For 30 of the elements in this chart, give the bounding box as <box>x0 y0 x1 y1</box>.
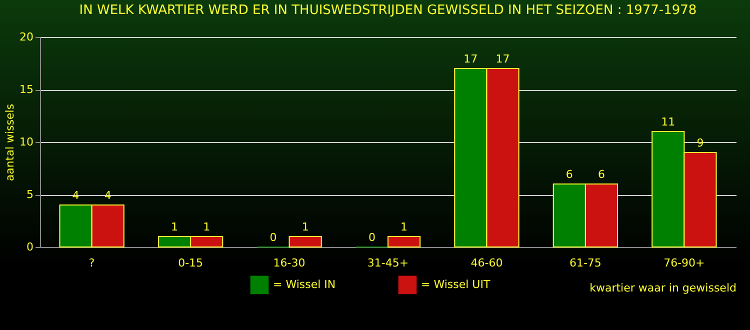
bar <box>388 236 421 248</box>
data-label: 6 <box>598 168 605 181</box>
y-tick-label: 10 <box>20 136 34 148</box>
data-label: 17 <box>496 52 510 66</box>
y-tick-label: 20 <box>20 30 34 44</box>
data-label: 1 <box>203 220 210 234</box>
x-tick-label: ? <box>88 256 95 270</box>
x-tick-label: 46-60 <box>470 256 503 270</box>
legend-label: = Wissel IN <box>273 278 336 291</box>
data-label: 17 <box>464 52 478 66</box>
data-label: 1 <box>302 220 309 234</box>
x-tick-label: 76-90+ <box>664 256 705 270</box>
chart-title: IN WELK KWARTIER WERD ER IN THUISWEDSTRIJDEN GEWISSELD IN HET SEIZOEN : 1977-1978 <box>79 3 697 18</box>
data-label: 1 <box>400 220 408 234</box>
y-tick-label: 0 <box>26 240 34 254</box>
x-tick-label: 0-15 <box>178 256 204 270</box>
legend-label: = Wissel UIT <box>421 278 490 291</box>
bar <box>288 236 322 248</box>
y-axis-title: aantal wissels <box>4 104 17 182</box>
y-tick-label: 5 <box>26 188 34 201</box>
data-label: 1 <box>171 220 178 234</box>
x-tick-label: 31-45+ <box>367 256 409 270</box>
data-label: 0 <box>270 231 277 244</box>
x-axis-title: kwartier waar in gewisseld <box>590 282 736 294</box>
data-label: 11 <box>661 116 676 128</box>
y-tick-label: 15 <box>20 83 34 96</box>
x-tick-label: 61-75 <box>569 256 602 270</box>
data-label: 6 <box>566 168 573 181</box>
data-label: 0 <box>368 231 376 244</box>
x-tick-label: 16-30 <box>273 256 306 270</box>
